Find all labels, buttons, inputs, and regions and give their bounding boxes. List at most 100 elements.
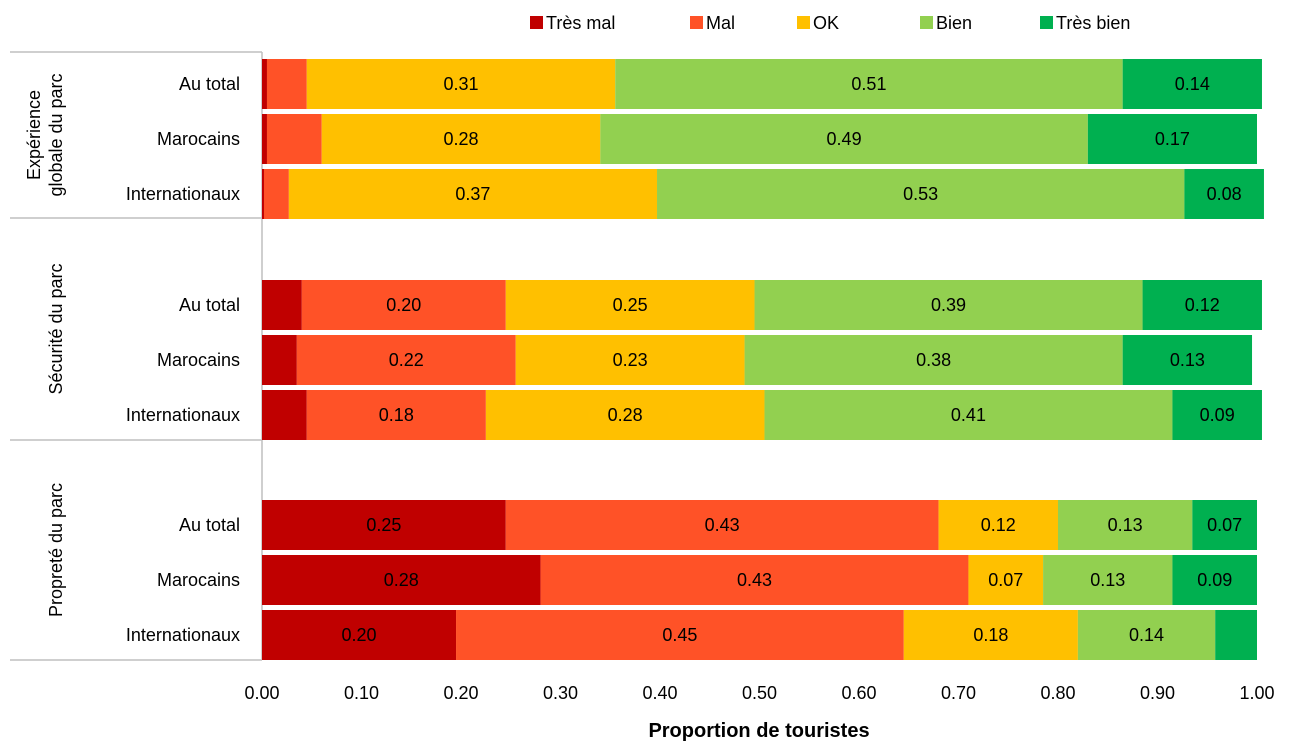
bar-segment bbox=[1172, 555, 1257, 605]
legend-label: Bien bbox=[936, 13, 972, 33]
legend-swatch bbox=[530, 16, 543, 29]
x-tick-label: 0.20 bbox=[443, 683, 478, 703]
data-label: 0.09 bbox=[1200, 405, 1235, 425]
bar-segment bbox=[903, 610, 1078, 660]
x-tick-label: 0.50 bbox=[742, 683, 777, 703]
x-tick-label: 0.70 bbox=[941, 683, 976, 703]
bar-segment bbox=[262, 169, 264, 219]
bar-segment bbox=[764, 390, 1173, 440]
row-label: Internationaux bbox=[126, 625, 240, 645]
bar-segment bbox=[288, 169, 658, 219]
bar-segment bbox=[1192, 500, 1257, 550]
bar-segment bbox=[321, 114, 601, 164]
group-label: Sécurité du parc bbox=[46, 263, 66, 394]
bar-segment bbox=[1172, 390, 1262, 440]
bar-segment bbox=[263, 169, 289, 219]
bar-segment bbox=[262, 280, 302, 330]
x-tick-label: 0.40 bbox=[642, 683, 677, 703]
legend-label: Très bien bbox=[1056, 13, 1130, 33]
bar-segment bbox=[1087, 114, 1257, 164]
legend-swatch bbox=[797, 16, 810, 29]
data-label: 0.14 bbox=[1129, 625, 1164, 645]
legend-swatch bbox=[920, 16, 933, 29]
data-label: 0.37 bbox=[455, 184, 490, 204]
data-label: 0.22 bbox=[389, 350, 424, 370]
bar-segment bbox=[266, 59, 307, 109]
bar-segment bbox=[1184, 169, 1264, 219]
data-label: 0.23 bbox=[613, 350, 648, 370]
data-label: 0.43 bbox=[737, 570, 772, 590]
data-label: 0.08 bbox=[1207, 184, 1242, 204]
x-tick-label: 0.60 bbox=[841, 683, 876, 703]
data-label: 0.07 bbox=[1207, 515, 1242, 535]
bar-segment bbox=[968, 555, 1044, 605]
x-tick-label: 0.80 bbox=[1040, 683, 1075, 703]
bar-segment bbox=[1122, 59, 1262, 109]
row-label: Marocains bbox=[157, 129, 240, 149]
bar-segment bbox=[505, 500, 939, 550]
group-label-line: globale du parc bbox=[46, 73, 66, 196]
bar-segment bbox=[456, 610, 904, 660]
bar-segment bbox=[262, 114, 267, 164]
data-label: 0.41 bbox=[951, 405, 986, 425]
bar-segment bbox=[615, 59, 1123, 109]
x-axis-title: Proportion de touristes bbox=[648, 720, 869, 742]
row-label: Marocains bbox=[157, 350, 240, 370]
bar-segment bbox=[266, 114, 322, 164]
bar-segment bbox=[262, 59, 267, 109]
data-label: 0.45 bbox=[662, 625, 697, 645]
bar-segment bbox=[505, 280, 755, 330]
bar-segment bbox=[540, 555, 969, 605]
bar-segment bbox=[515, 335, 745, 385]
x-axis: 0.00 0.10 0.20 0.30 0.40 0.50 0.60 0.70 0.80 0.90… bbox=[244, 683, 1274, 703]
bar-segment bbox=[262, 610, 457, 660]
bar-segment bbox=[1043, 555, 1173, 605]
bar-segment bbox=[262, 335, 297, 385]
data-label: 0.49 bbox=[827, 129, 862, 149]
x-tick-label: 1.00 bbox=[1239, 683, 1274, 703]
x-tick-label: 0.30 bbox=[543, 683, 578, 703]
data-label: 0.13 bbox=[1108, 515, 1143, 535]
data-label: 0.14 bbox=[1175, 74, 1210, 94]
group-label-line: Expérience bbox=[24, 90, 44, 180]
row-label: Au total bbox=[179, 74, 240, 94]
bar-segment bbox=[1215, 610, 1257, 660]
row-label: Au total bbox=[179, 515, 240, 535]
data-label: 0.20 bbox=[341, 625, 376, 645]
bar-segment bbox=[744, 335, 1123, 385]
row-label: Internationaux bbox=[126, 405, 240, 425]
legend-swatch bbox=[1040, 16, 1053, 29]
data-label: 0.28 bbox=[384, 570, 419, 590]
group-label: Propreté du parc bbox=[46, 483, 66, 617]
x-tick-label: 0.90 bbox=[1140, 683, 1175, 703]
bar-segment bbox=[262, 555, 541, 605]
bar-segment bbox=[301, 280, 506, 330]
legend: Très mal Mal OK Bien Très bien bbox=[530, 13, 1130, 33]
bar-segment bbox=[306, 390, 486, 440]
data-label: 0.20 bbox=[386, 295, 421, 315]
data-label: 0.17 bbox=[1155, 129, 1190, 149]
bar-segment bbox=[600, 114, 1088, 164]
data-label: 0.13 bbox=[1090, 570, 1125, 590]
row-label: Marocains bbox=[157, 570, 240, 590]
data-label: 0.53 bbox=[903, 184, 938, 204]
bar-segment bbox=[306, 59, 616, 109]
bar-segment bbox=[262, 390, 307, 440]
data-label: 0.13 bbox=[1170, 350, 1205, 370]
bar-segment bbox=[1142, 280, 1262, 330]
bar-segment bbox=[657, 169, 1185, 219]
data-label: 0.25 bbox=[366, 515, 401, 535]
legend-swatch bbox=[690, 16, 703, 29]
x-tick-label: 0.10 bbox=[344, 683, 379, 703]
data-label: 0.28 bbox=[443, 129, 478, 149]
row-label: Internationaux bbox=[126, 184, 240, 204]
data-label: 0.25 bbox=[613, 295, 648, 315]
bar-segment bbox=[262, 500, 506, 550]
data-label: 0.09 bbox=[1197, 570, 1232, 590]
data-label: 0.18 bbox=[973, 625, 1008, 645]
data-label: 0.07 bbox=[988, 570, 1023, 590]
bar-segment bbox=[1122, 335, 1253, 385]
bar-segment bbox=[1077, 610, 1216, 660]
